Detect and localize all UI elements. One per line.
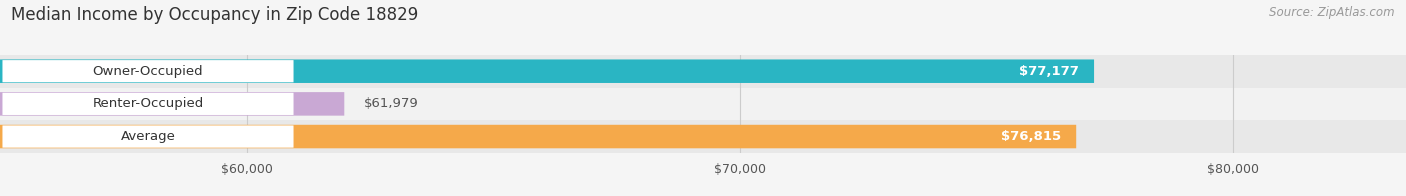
Text: Median Income by Occupancy in Zip Code 18829: Median Income by Occupancy in Zip Code 1…: [11, 6, 419, 24]
FancyBboxPatch shape: [3, 60, 294, 82]
FancyBboxPatch shape: [0, 59, 1094, 83]
Text: $61,979: $61,979: [364, 97, 419, 110]
Text: Owner-Occupied: Owner-Occupied: [93, 65, 204, 78]
Text: Average: Average: [121, 130, 176, 143]
FancyBboxPatch shape: [3, 93, 294, 115]
FancyBboxPatch shape: [3, 125, 294, 148]
Text: Source: ZipAtlas.com: Source: ZipAtlas.com: [1270, 6, 1395, 19]
FancyBboxPatch shape: [0, 125, 1076, 148]
FancyBboxPatch shape: [0, 88, 1406, 120]
FancyBboxPatch shape: [0, 92, 344, 116]
Text: $76,815: $76,815: [1001, 130, 1062, 143]
Text: $77,177: $77,177: [1019, 65, 1080, 78]
FancyBboxPatch shape: [0, 120, 1406, 153]
Text: Renter-Occupied: Renter-Occupied: [93, 97, 204, 110]
FancyBboxPatch shape: [0, 55, 1406, 88]
